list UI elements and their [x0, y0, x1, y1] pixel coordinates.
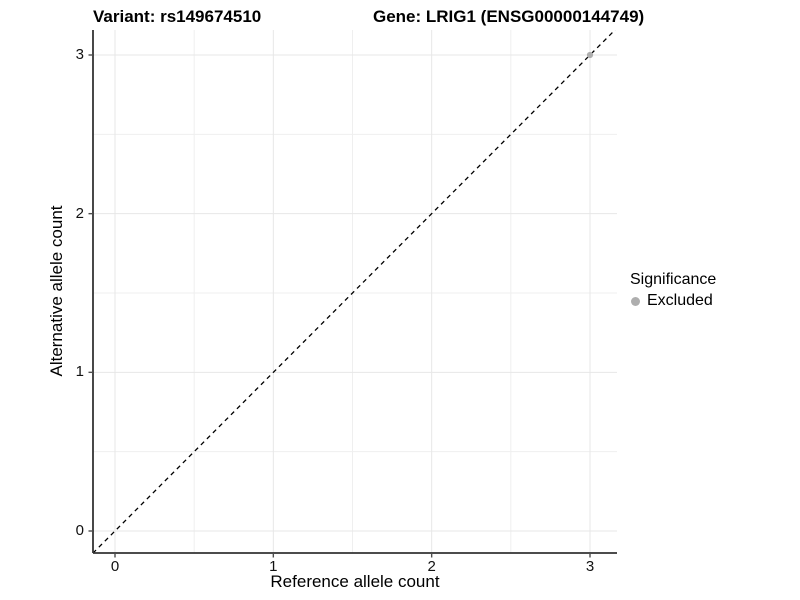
data-point-excluded [586, 51, 594, 59]
x-tick-label: 2 [427, 558, 436, 575]
y-tick-label: 0 [75, 522, 84, 539]
y-axis-title: Alternative allele count [47, 205, 66, 377]
x-tick-label: 3 [585, 558, 595, 575]
x-axis-title: Reference allele count [270, 572, 440, 591]
x-tick-label: 0 [110, 558, 120, 575]
plot-title-variant: Variant: rs149674510 [93, 7, 262, 26]
identity-dashed-line [93, 30, 616, 553]
legend-point-icon [631, 296, 640, 306]
legend-item-label: Excluded [647, 292, 713, 309]
plot-title-gene: Gene: LRIG1 (ENSG00000144749) [373, 7, 645, 26]
legend: Significance Excluded [628, 270, 716, 310]
x-tick-label: 1 [269, 558, 278, 575]
legend-title: Significance [630, 271, 717, 288]
y-tick-label: 2 [75, 204, 84, 222]
y-tick-label: 1 [75, 363, 84, 381]
y-tick-label: 3 [75, 45, 84, 63]
legend-item-excluded: Excluded [628, 292, 716, 310]
